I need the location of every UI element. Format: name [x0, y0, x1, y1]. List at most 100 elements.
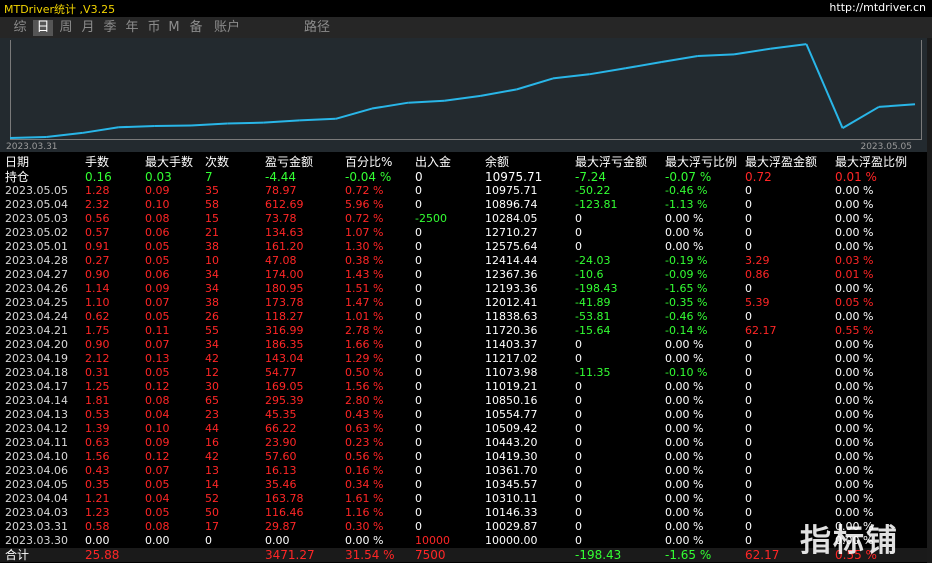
cell-col-11: 0.00 %: [835, 212, 874, 225]
tab-2[interactable]: 周: [59, 20, 73, 35]
balance-line-segment: [82, 126, 119, 134]
cell-col-3: 34: [205, 282, 219, 295]
cell-col-6: -2500: [415, 212, 447, 225]
cell-col-6: 0: [415, 254, 422, 267]
tab-9[interactable]: 账户: [213, 20, 240, 35]
table-row: 2023.04.19 2.12 0.13 42 143.04 1.29 % 0 11217.0…: [0, 352, 932, 366]
cell-col-3: 34: [205, 268, 219, 281]
cell-col-11: 0.03 %: [835, 254, 874, 267]
tab-10[interactable]: 路径: [303, 20, 330, 35]
tab-7[interactable]: M: [168, 20, 180, 35]
cell-col-4: 78.97: [265, 184, 297, 197]
table-row: 2023.04.03 1.23 0.05 50 116.46 1.16 % 0 10146.3…: [0, 506, 932, 520]
cell-col-9: -0.10 %: [665, 366, 708, 379]
cell-col-9: 0.00 %: [665, 394, 704, 407]
cell-col-3: 58: [205, 198, 219, 211]
cell-col-9: 0.00 %: [665, 408, 704, 421]
cell-col-9: 0.00 %: [665, 226, 704, 239]
cell-col-0: 合计: [5, 548, 30, 562]
cell-col-3: 34: [205, 338, 219, 351]
cell-col-7: 10146.33: [485, 506, 538, 519]
table-row: 2023.04.26 1.14 0.09 34 180.95 1.51 % 0 12193.3…: [0, 282, 932, 296]
website-link[interactable]: http://mtdriver.cn: [829, 1, 926, 14]
cell-col-3: 38: [205, 240, 219, 253]
table-row: 2023.05.05 1.28 0.09 35 78.97 0.72 % 0 10975.71…: [0, 184, 932, 198]
cell-col-10: 0.86: [745, 268, 770, 281]
tab-3[interactable]: 月: [81, 20, 95, 35]
table-row: 2023.04.17 1.25 0.12 30 169.05 1.56 % 0 11019.2…: [0, 380, 932, 394]
cell-col-6: 0: [415, 366, 422, 379]
cell-col-9: -0.46 %: [665, 184, 708, 197]
cell-col-2: 0.07: [145, 296, 170, 309]
table-row: 2023.05.02 0.57 0.06 21 134.63 1.07 % 0 12710.2…: [0, 226, 932, 240]
table-row: 2023.05.01 0.91 0.05 38 161.20 1.30 % 0 12575.6…: [0, 240, 932, 254]
tab-6[interactable]: 币: [147, 20, 161, 35]
balance-line-chart: 2023.03.31 2023.05.05: [0, 38, 932, 152]
cell-col-0: 2023.04.10: [5, 450, 68, 463]
balance-line-segment: [661, 55, 698, 64]
balance-line-segment: [625, 61, 662, 70]
tab-0[interactable]: 综: [13, 20, 27, 35]
cell-col-0: 2023.04.17: [5, 380, 68, 393]
cell-col-2: 0.04: [145, 492, 170, 505]
cell-col-7: 10310.11: [485, 492, 538, 505]
table-row: 2023.03.31 0.58 0.08 17 29.87 0.30 % 0 10029.87…: [0, 520, 932, 534]
cell-col-11: 0.00 %: [835, 506, 874, 519]
cell-col-10: 0: [745, 310, 752, 323]
cell-col-6: 10000: [415, 534, 450, 547]
tab-4[interactable]: 季: [103, 20, 117, 35]
cell-col-11: 0.00 %: [835, 534, 874, 547]
cell-col-5: -0.04 %: [345, 170, 392, 184]
cell-col-1: 0.90: [85, 338, 110, 351]
cell-col-4: 143.04: [265, 352, 304, 365]
x-start-label: 2023.03.31: [6, 142, 58, 152]
cell-col-9: -0.14 %: [665, 324, 708, 337]
cell-col-7: 12367.36: [485, 268, 538, 281]
cell-col-6: 0: [415, 464, 422, 477]
balance-line-segment: [589, 67, 626, 76]
cell-col-2: 0.05: [145, 478, 170, 491]
title-bar: MTDriver统计 ,V3.25 http://mtdriver.cn: [0, 0, 932, 16]
cell-col-8: 0: [575, 520, 582, 533]
cell-col-4: 47.08: [265, 254, 297, 267]
cell-col-9: -1.65 %: [665, 548, 712, 562]
cell-col-3: 7: [205, 170, 213, 184]
cell-col-10: 最大浮盈金额: [745, 155, 818, 169]
cell-col-7: 10975.71: [485, 170, 543, 184]
tab-1[interactable]: 日: [33, 20, 53, 36]
cell-col-0: 2023.04.03: [5, 506, 68, 519]
cell-col-3: 15: [205, 212, 219, 225]
cell-col-2: 0.12: [145, 380, 170, 393]
scrollbar[interactable]: [927, 38, 932, 563]
cell-col-11: 0.55 %: [835, 548, 877, 562]
table-row: 2023.04.25 1.10 0.07 38 173.78 1.47 % 0 12012.4…: [0, 296, 932, 310]
tab-5[interactable]: 年: [125, 20, 139, 35]
cell-col-6: 0: [415, 240, 422, 253]
cell-col-7: 12710.27: [485, 226, 538, 239]
cell-col-3: 16: [205, 436, 219, 449]
cell-col-3: 0: [205, 534, 212, 547]
cell-col-6: 0: [415, 450, 422, 463]
table-row: 2023.04.27 0.90 0.06 34 174.00 1.43 % 0 12367.3…: [0, 268, 932, 282]
cell-col-3: 52: [205, 492, 219, 505]
cell-col-10: 0: [745, 394, 752, 407]
cell-col-5: 2.80 %: [345, 394, 384, 407]
cell-col-11: 0.00 %: [835, 380, 874, 393]
cell-col-7: 10029.87: [485, 520, 538, 533]
cell-col-8: -24.03: [575, 254, 611, 267]
cell-col-10: 0: [745, 184, 752, 197]
cell-col-0: 2023.04.05: [5, 478, 68, 491]
table-row: 2023.04.11 0.63 0.09 16 23.90 0.23 % 0 10443.20…: [0, 436, 932, 450]
cell-col-0: 2023.04.06: [5, 464, 68, 477]
cell-col-8: 0: [575, 338, 582, 351]
cell-col-8: 0: [575, 408, 582, 421]
cell-col-8: -10.6: [575, 268, 604, 281]
cell-col-3: 14: [205, 478, 219, 491]
cell-col-4: 316.99: [265, 324, 304, 337]
table-row: 2023.04.04 1.21 0.04 52 163.78 1.61 % 0 10310.1…: [0, 492, 932, 506]
tab-8[interactable]: 备: [189, 20, 203, 35]
cell-col-10: 0: [745, 212, 752, 225]
app-title: MTDriver统计 ,V3.25: [4, 3, 116, 16]
cell-col-10: 62.17: [745, 324, 777, 337]
cell-col-10: 0: [745, 338, 752, 351]
